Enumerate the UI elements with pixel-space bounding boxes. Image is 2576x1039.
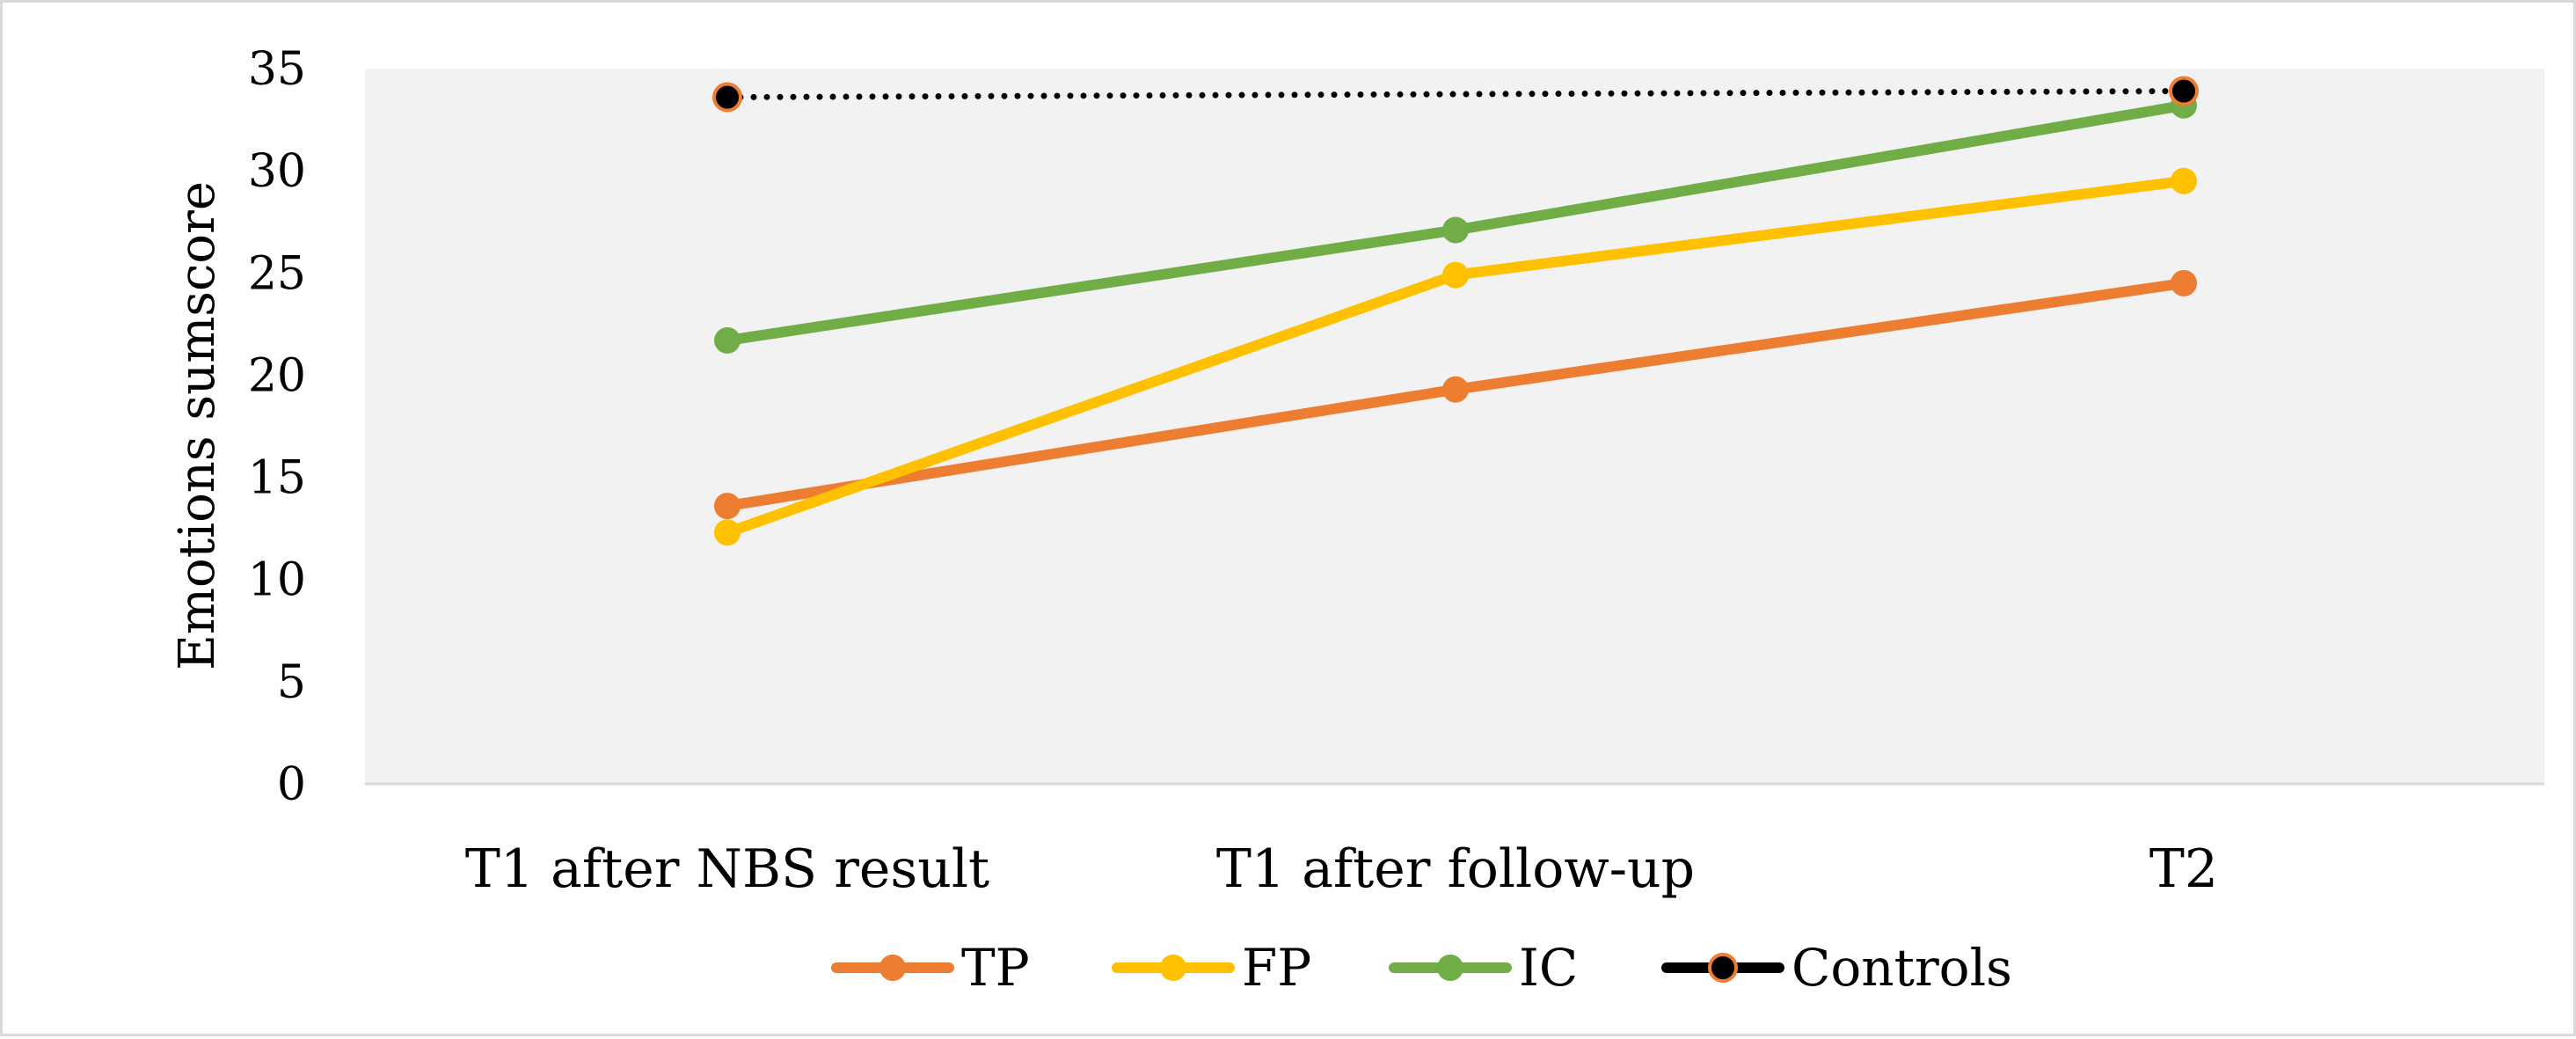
legend-label: FP (1242, 938, 1311, 998)
data-point-ic (714, 326, 741, 354)
y-tick-label: 20 (248, 349, 306, 402)
data-point-tp (1442, 376, 1469, 403)
data-point-controls (2169, 76, 2199, 106)
data-point-fp (1442, 261, 1469, 289)
legend-label: TP (961, 938, 1030, 998)
y-tick-label: 15 (248, 452, 306, 505)
data-point-tp (714, 493, 741, 520)
data-point-fp (2171, 167, 2197, 194)
data-point-tp (2171, 269, 2197, 296)
series-line-controls (724, 88, 2187, 101)
x-tick-label: T1 after follow-up (1216, 838, 1695, 900)
legend-swatch-marker (1437, 955, 1463, 981)
y-tick-label: 0 (277, 758, 306, 811)
legend-swatch-marker (1708, 953, 1738, 983)
legend-swatch-marker (1160, 955, 1186, 981)
legend-swatch-marker (879, 955, 906, 981)
y-tick-label: 30 (248, 145, 306, 198)
legend-label: IC (1519, 938, 1578, 998)
x-tick-label: T2 (2149, 838, 2218, 900)
y-axis-ticks: 0 5 10 15 20 25 30 35 (248, 43, 306, 811)
legend: TP FP IC Controls (831, 938, 2012, 998)
x-axis-ticks: T1 after NBS result T1 after follow-up T2 (465, 838, 2218, 900)
legend-label: Controls (1792, 938, 2012, 998)
y-tick-label: 10 (248, 554, 306, 607)
series-layer (712, 76, 2199, 546)
y-axis-title: Emotions sumscore (169, 181, 226, 670)
data-point-controls (712, 82, 742, 113)
y-tick-label: 5 (277, 656, 306, 709)
plot-area (365, 69, 2544, 784)
data-point-fp (714, 519, 741, 546)
data-point-ic (1442, 216, 1469, 244)
x-tick-label: T1 after NBS result (465, 838, 989, 900)
y-tick-label: 35 (248, 43, 306, 96)
y-tick-label: 25 (248, 247, 306, 300)
